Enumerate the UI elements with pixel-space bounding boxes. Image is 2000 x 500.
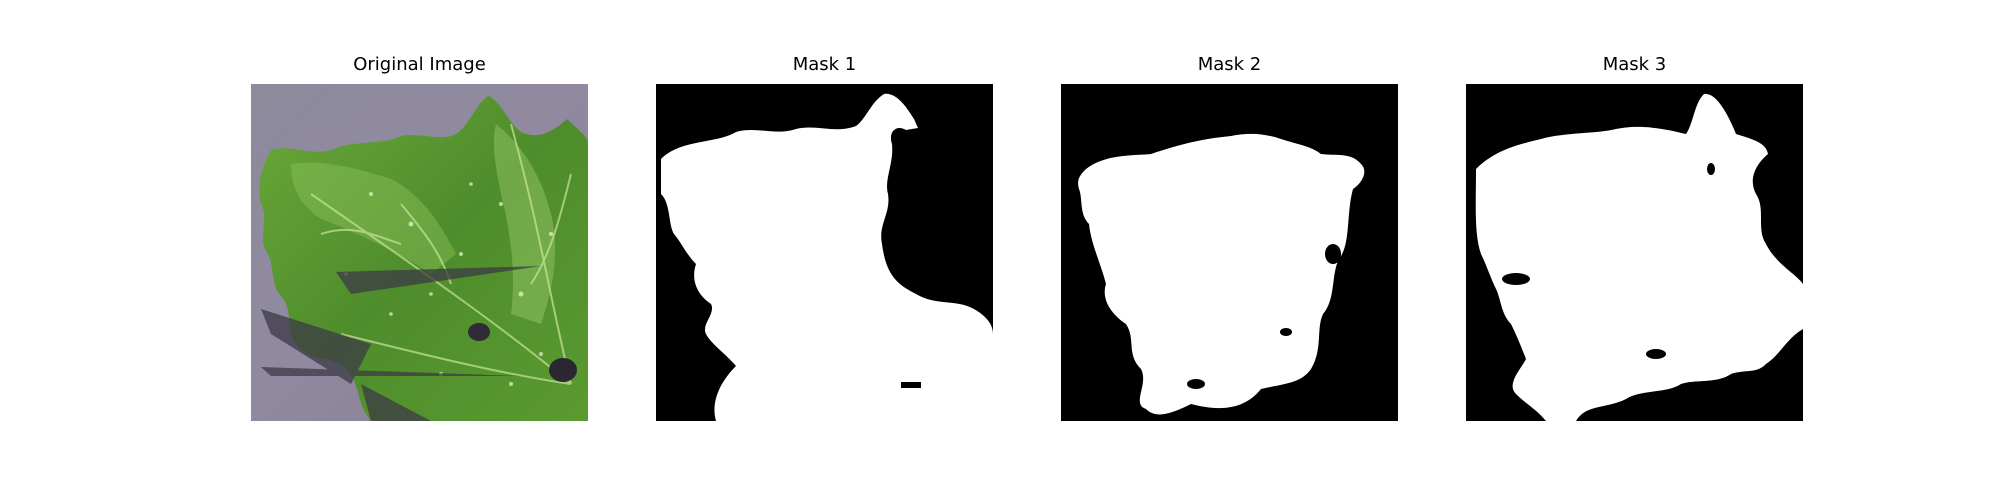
- panel-mask-2: Mask 2: [1061, 54, 1398, 424]
- panel-title: Mask 3: [1602, 54, 1667, 75]
- mask-hole: [1280, 328, 1292, 336]
- mask-image: [1061, 84, 1398, 421]
- mask-region: [1475, 93, 1803, 421]
- mask-hole: [892, 159, 900, 169]
- panel-title: Mask 1: [792, 54, 857, 75]
- leaf-hole: [468, 323, 490, 341]
- mask-hole: [901, 382, 921, 388]
- panel-title: Mask 2: [1197, 54, 1262, 75]
- mask-hole: [1646, 349, 1666, 359]
- shadow-streaks: [261, 266, 541, 421]
- mask-region: [1078, 133, 1365, 415]
- mask-hole: [1325, 244, 1341, 264]
- mask-hole: [1502, 273, 1530, 285]
- panel-mask-1: Mask 1: [656, 54, 993, 424]
- panel-title: Original Image: [353, 54, 486, 75]
- leaf-highlight: [493, 124, 556, 324]
- mask-hole: [1707, 163, 1715, 175]
- leaf-photo: [251, 84, 588, 421]
- leaf-highlight: [291, 162, 456, 274]
- leaf-hole: [549, 358, 577, 382]
- mask-hole: [1187, 379, 1205, 389]
- mask-image: [656, 84, 993, 421]
- panel-original-image: Original Image: [251, 54, 588, 424]
- mask-region: [661, 93, 993, 421]
- mask-image: [1466, 84, 1803, 421]
- mask-hole: [1357, 229, 1365, 239]
- panel-mask-3: Mask 3: [1466, 54, 1803, 424]
